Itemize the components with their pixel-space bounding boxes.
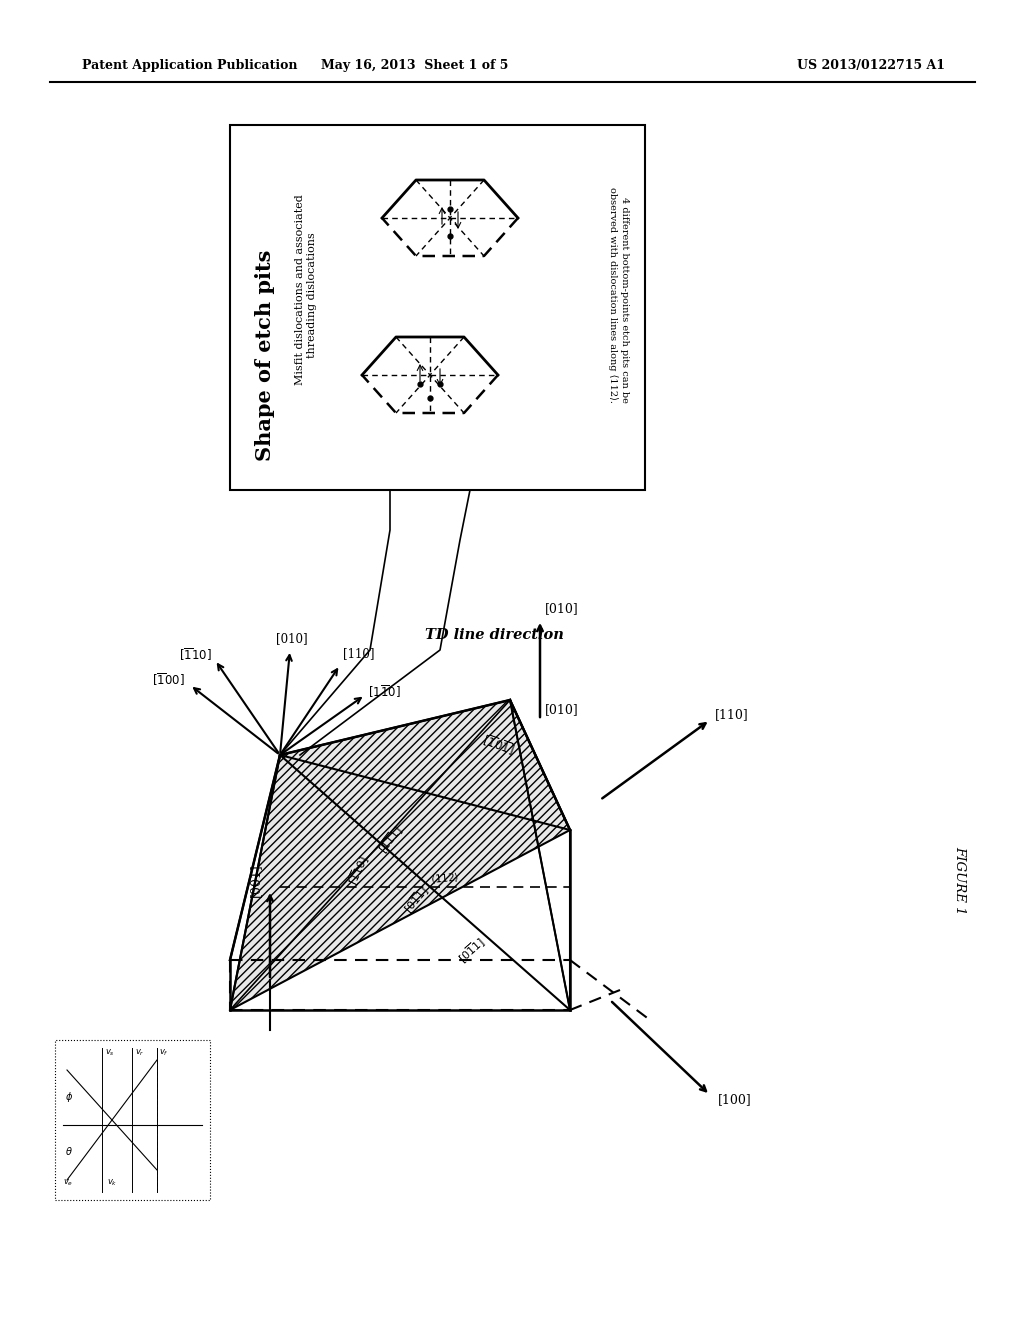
Text: Patent Application Publication: Patent Application Publication [82,58,298,71]
Text: $v_e$: $v_e$ [63,1177,74,1188]
Text: [100]: [100] [718,1093,752,1106]
Text: $\theta$: $\theta$ [65,1144,73,1158]
Text: [001]: [001] [249,863,261,896]
Text: TD line direction: TD line direction [425,628,564,642]
Text: [110]: [110] [343,647,375,660]
Text: [010]: [010] [545,704,579,717]
Text: [110]: [110] [715,709,749,722]
Text: $v_k$: $v_k$ [106,1177,118,1188]
Text: [010]: [010] [545,602,579,615]
Text: $v_r$: $v_r$ [135,1047,144,1057]
Text: 4 different bottom-points etch pits can be: 4 different bottom-points etch pits can … [621,197,630,403]
Text: US 2013/0122715 A1: US 2013/0122715 A1 [797,58,945,71]
Text: $\langle 112 \rangle$: $\langle 112 \rangle$ [430,870,460,886]
Text: observed with dislocation lines along ⟨112⟩.: observed with dislocation lines along ⟨1… [608,187,617,403]
Text: $[1\overline{1}0]$: $[1\overline{1}0]$ [368,684,400,701]
Text: threading dislocations: threading dislocations [307,232,317,358]
Polygon shape [230,700,570,1010]
Text: May 16, 2013  Sheet 1 of 5: May 16, 2013 Sheet 1 of 5 [322,58,509,71]
Text: $v_f$: $v_f$ [159,1047,169,1057]
Text: Misfit dislocations and associated: Misfit dislocations and associated [295,194,305,385]
Text: FIGURE 1: FIGURE 1 [953,846,967,915]
Text: $[\overline{1}0\overline{1}]$: $[\overline{1}0\overline{1}]$ [480,731,516,759]
Text: $[0\overline{1}1]$: $[0\overline{1}1]$ [455,933,489,966]
Text: $\phi$: $\phi$ [65,1090,73,1104]
Text: $v_s$: $v_s$ [105,1047,115,1057]
Text: $[\overline{1}\overline{1}1]$: $[\overline{1}\overline{1}1]$ [375,822,408,857]
Text: [010]: [010] [276,632,308,645]
Text: $[\overline{1}10]$: $[\overline{1}10]$ [345,853,373,887]
Bar [55,1040,210,1200]
Text: $[0\overline{1}1]$: $[0\overline{1}1]$ [400,883,432,917]
Text: Shape of etch pits: Shape of etch pits [255,249,275,461]
Text: $[\overline{1}00]$: $[\overline{1}00]$ [153,672,185,689]
Text: $[\overline{1}10]$: $[\overline{1}10]$ [179,647,212,664]
Bar [230,125,645,490]
